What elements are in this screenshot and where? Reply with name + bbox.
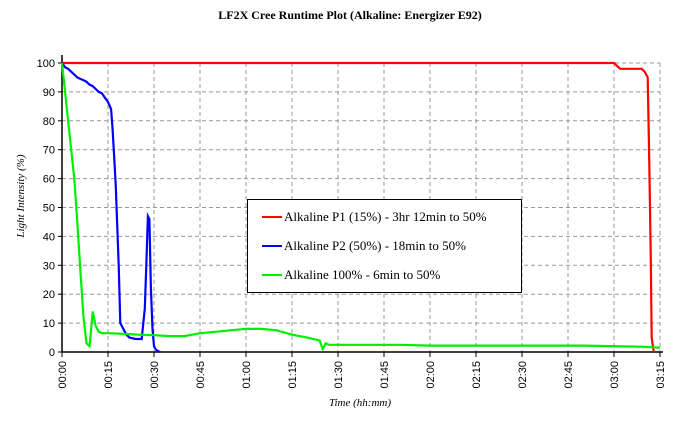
svg-text:00:15: 00:15 [103,361,115,389]
svg-text:20: 20 [43,289,55,301]
svg-text:60: 60 [43,174,55,186]
svg-text:100: 100 [37,58,55,70]
svg-text:00:45: 00:45 [195,361,207,389]
x-axis-label: Time (hh:mm) [328,397,392,409]
y-axis-label: Light Intensity (%) [15,154,27,238]
svg-text:10: 10 [43,318,55,330]
legend-label: Alkaline 100% - 6min to 50% [284,267,441,282]
svg-text:02:30: 02:30 [517,361,529,389]
svg-text:02:00: 02:00 [425,361,437,389]
legend-swatch-green [262,274,282,276]
data-series [60,61,661,353]
svg-text:03:00: 03:00 [609,361,621,389]
svg-text:80: 80 [43,116,55,128]
svg-text:02:45: 02:45 [563,361,575,389]
svg-text:50: 50 [43,203,55,215]
legend-swatch-red [262,216,282,218]
svg-text:01:30: 01:30 [333,361,345,389]
svg-text:01:45: 01:45 [379,361,391,389]
svg-text:02:15: 02:15 [471,361,483,389]
legend-item-p1: Alkaline P1 (15%) - 3hr 12min to 50% [262,208,487,226]
svg-text:40: 40 [43,231,55,243]
svg-text:70: 70 [43,145,55,157]
legend: Alkaline P1 (15%) - 3hr 12min to 50% Alk… [247,199,522,293]
legend-item-100: Alkaline 100% - 6min to 50% [262,266,440,284]
svg-text:00:00: 00:00 [57,361,69,389]
legend-swatch-blue [262,245,282,247]
legend-label: Alkaline P1 (15%) - 3hr 12min to 50% [284,209,487,224]
chart-title: LF2X Cree Runtime Plot (Alkaline: Energi… [218,8,482,22]
svg-text:90: 90 [43,87,55,99]
tick-labels: 0 10 20 30 40 50 60 70 80 90 100 00:00 00:15 00:30 00:… [37,58,667,389]
legend-item-p2: Alkaline P2 (50%) - 18min to 50% [262,237,466,255]
svg-text:30: 30 [43,260,55,272]
svg-text:03:15: 03:15 [655,361,667,389]
grid-lines [62,62,661,352]
axes [58,55,663,357]
svg-text:0: 0 [49,347,55,359]
svg-text:01:15: 01:15 [287,361,299,389]
legend-label: Alkaline P2 (50%) - 18min to 50% [284,238,466,253]
svg-text:01:00: 01:00 [241,361,253,389]
svg-text:00:30: 00:30 [149,361,161,389]
